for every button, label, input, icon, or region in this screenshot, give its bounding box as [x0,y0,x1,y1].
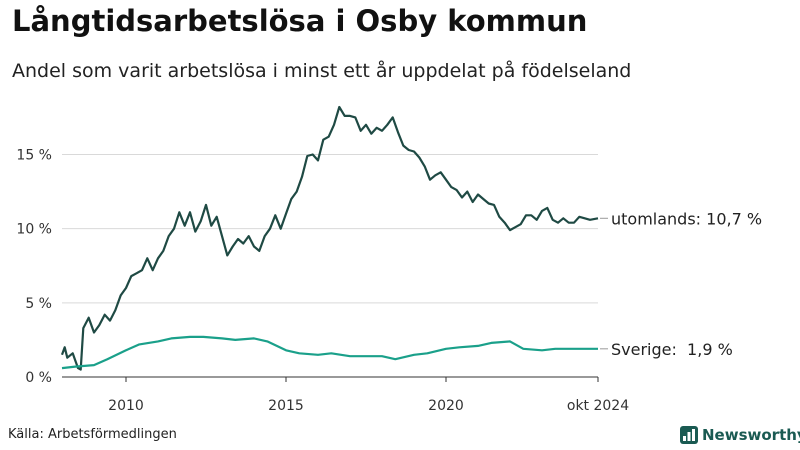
series-line-sverige [61,335,598,370]
series [60,105,599,371]
series-line-utomlands [60,105,599,371]
brand-name: Newsworthy [702,426,800,444]
gridlines [62,154,598,304]
chart-title: Långtidsarbetslösa i Osby kommun [12,4,588,38]
x-tick-label: 2020 [428,398,464,414]
x-axis-ticks: 2010 2015 2020 okt 2024 [108,377,629,414]
brand-logo: Newsworthy [680,426,800,444]
bar-chart-icon [680,426,698,444]
y-tick-label: 5 % [25,296,52,312]
source-note: Källa: Arbetsförmedlingen [8,427,177,442]
x-tick-label: okt 2024 [567,398,629,414]
series-end-label: Sverige: 1,9 % [611,340,733,359]
line-chart: 0 % 5 % 10 % 15 % 2010 2015 2020 okt 2024 utom… [16,105,762,414]
chart-subtitle: Andel som varit arbetslösa i minst ett å… [12,60,632,82]
y-axis-ticks: 0 % 5 % 10 % 15 % [16,148,52,387]
y-tick-label: 0 % [25,370,52,386]
y-tick-label: 15 % [16,148,52,164]
x-tick-label: 2010 [108,398,144,414]
x-tick-label: 2015 [268,398,304,414]
series-end-labels: utomlands: 10,7 % Sverige: 1,9 % [600,209,762,359]
series-end-label: utomlands: 10,7 % [611,209,762,228]
y-tick-label: 10 % [16,222,52,238]
